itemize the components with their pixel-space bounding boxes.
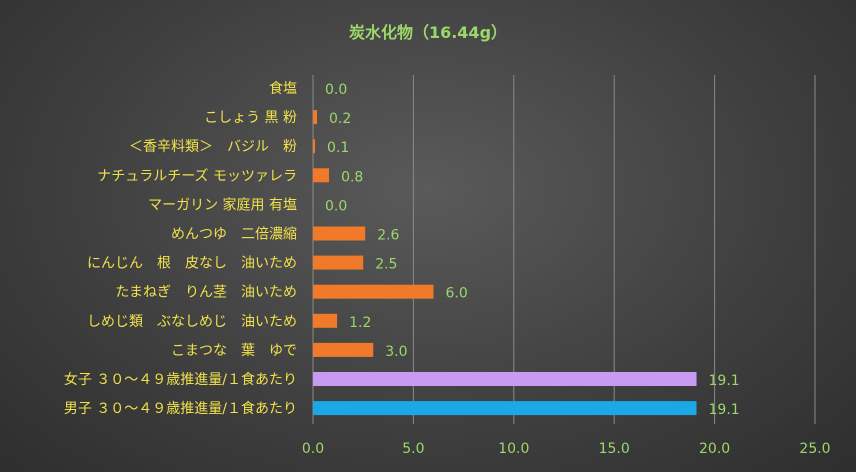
- category-label: たまねぎ りん茎 油いため: [115, 285, 297, 301]
- category-label: ナチュラルチーズ モッツァレラ: [97, 168, 297, 184]
- data-label: 0.0: [325, 82, 347, 98]
- data-label: 3.0: [385, 344, 407, 360]
- x-tick-label: 0.0: [302, 441, 324, 457]
- bar: [313, 226, 366, 241]
- bar: [313, 168, 330, 183]
- bar: [313, 255, 364, 270]
- category-label: めんつゆ 二倍濃縮: [171, 227, 297, 243]
- data-label: 0.2: [329, 111, 351, 127]
- data-labels: 0.0 0.2 0.1 0.8 0.0 2.6 2.5 6.0 1.2 3.0 19.1 19.1: [325, 82, 740, 418]
- bars: [313, 110, 697, 416]
- x-tick-label: 20.0: [699, 441, 730, 457]
- category-label: こまつな 葉 ゆで: [171, 343, 297, 359]
- data-label: 6.0: [445, 286, 467, 302]
- x-tick-label: 15.0: [599, 441, 630, 457]
- bar: [313, 342, 374, 357]
- category-label: 女子 ３０～４９歳推進量/１食あたり: [64, 371, 297, 388]
- x-tick-labels: 0.0 5.0 10.0 15.0 20.0 25.0: [302, 441, 831, 457]
- category-label: こしょう 黒 粉: [204, 110, 297, 126]
- category-label: しめじ類 ぶなしめじ 油いため: [87, 314, 297, 330]
- bar: [313, 313, 338, 328]
- category-label: 食塩: [269, 80, 297, 97]
- gridlines: [312, 75, 816, 424]
- bar: [313, 372, 697, 386]
- data-label: 2.6: [377, 228, 399, 244]
- data-label: 1.2: [349, 315, 371, 331]
- bar: [313, 139, 316, 154]
- category-label: マーガリン 家庭用 有塩: [148, 196, 297, 213]
- bar: [313, 284, 434, 299]
- category-label: にんじん 根 皮なし 油いため: [87, 256, 297, 272]
- x-tick-label: 25.0: [799, 441, 830, 457]
- data-label: 0.8: [341, 169, 363, 185]
- x-tick-label: 10.0: [498, 441, 529, 457]
- data-label: 19.1: [709, 402, 740, 418]
- category-label: ＜香辛料類＞ バジル 粉: [129, 139, 297, 155]
- category-label: 男子 ３０～４９歳推進量/１食あたり: [64, 400, 297, 417]
- data-label: 0.0: [325, 198, 347, 214]
- data-label: 2.5: [375, 257, 397, 273]
- x-tick-label: 5.0: [402, 441, 424, 457]
- bar: [313, 110, 318, 125]
- bar: [313, 401, 697, 416]
- chart-title: 炭水化物（16.44g）: [349, 23, 507, 42]
- data-label: 19.1: [709, 373, 740, 389]
- data-label: 0.1: [327, 140, 349, 156]
